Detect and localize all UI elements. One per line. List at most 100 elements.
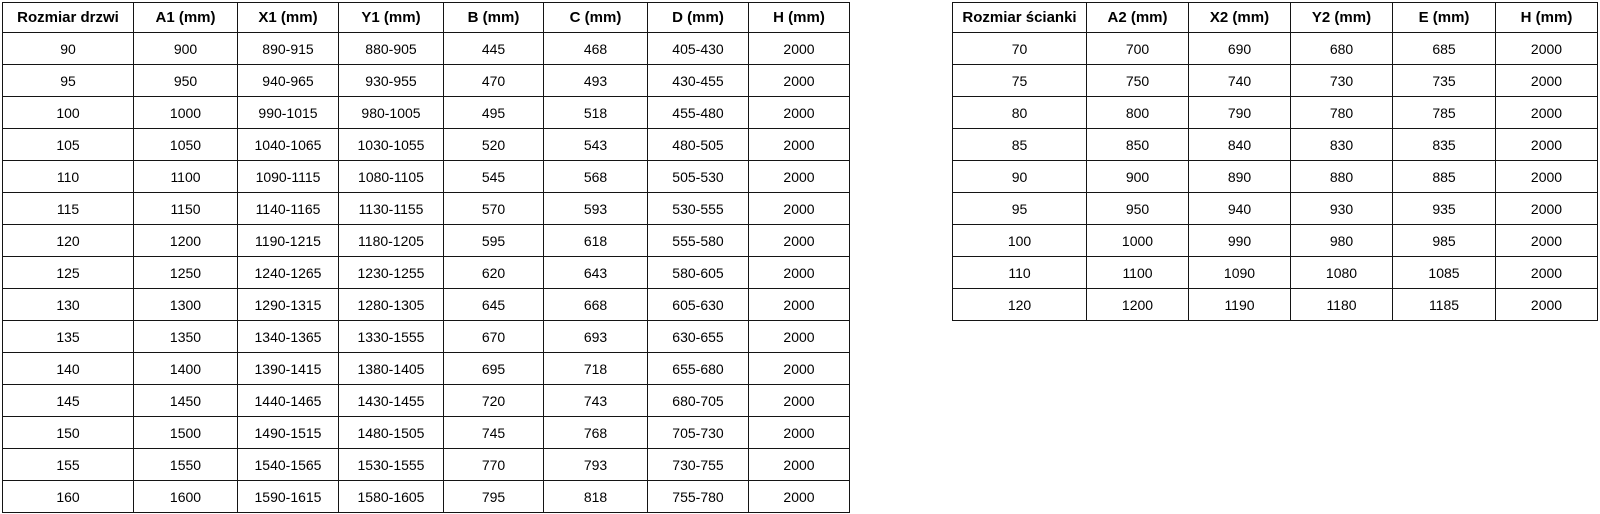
table-cell: 568 bbox=[543, 160, 648, 193]
table-cell: 1000 bbox=[133, 96, 238, 129]
table-cell: 580-605 bbox=[647, 256, 749, 289]
table-cell: 780 bbox=[1290, 96, 1393, 129]
table-cell: 100 bbox=[952, 224, 1087, 257]
table-cell: 1190-1215 bbox=[237, 224, 339, 257]
table-cell: 430-455 bbox=[647, 64, 749, 97]
table-cell: 595 bbox=[443, 224, 544, 257]
table-cell: 1030-1055 bbox=[338, 128, 444, 161]
table-row: 120 1200 1190-1215 1180-1205 595 618 555-580 20… bbox=[2, 224, 850, 257]
wall-table-header-a2: A2 (mm) bbox=[1086, 2, 1189, 33]
table-cell: 2000 bbox=[1495, 224, 1598, 257]
table-cell: 743 bbox=[543, 384, 648, 417]
table-cell: 2000 bbox=[1495, 64, 1598, 97]
table-cell: 720 bbox=[443, 384, 544, 417]
table-row: 95 950 940-965 930-955 470 493 430-455 2000 bbox=[2, 64, 850, 97]
table-cell: 110 bbox=[2, 160, 134, 193]
table-cell: 618 bbox=[543, 224, 648, 257]
table-cell: 1430-1455 bbox=[338, 384, 444, 417]
table-cell: 755-780 bbox=[647, 480, 749, 513]
table-cell: 980 bbox=[1290, 224, 1393, 257]
table-cell: 1130-1155 bbox=[338, 192, 444, 225]
table-cell: 130 bbox=[2, 288, 134, 321]
table-cell: 455-480 bbox=[647, 96, 749, 129]
table-cell: 950 bbox=[133, 64, 238, 97]
table-cell: 150 bbox=[2, 416, 134, 449]
door-table-header-row: Rozmiar drzwi A1 (mm) X1 (mm) Y1 (mm) B … bbox=[2, 2, 850, 33]
table-cell: 930-955 bbox=[338, 64, 444, 97]
table-cell: 2000 bbox=[1495, 96, 1598, 129]
table-cell: 1200 bbox=[133, 224, 238, 257]
table-cell: 445 bbox=[443, 32, 544, 65]
table-row: 115 1150 1140-1165 1130-1155 570 593 530-555 20… bbox=[2, 192, 850, 225]
table-cell: 770 bbox=[443, 448, 544, 481]
table-cell: 1580-1605 bbox=[338, 480, 444, 513]
table-cell: 980-1005 bbox=[338, 96, 444, 129]
table-cell: 1340-1365 bbox=[237, 320, 339, 353]
table-row: 110 1100 1090-1115 1080-1105 545 568 505-530 20… bbox=[2, 160, 850, 193]
table-cell: 885 bbox=[1392, 160, 1496, 193]
table-row: 140 1400 1390-1415 1380-1405 695 718 655-680 20… bbox=[2, 352, 850, 385]
table-row: 100 1000 990 980 985 2000 bbox=[952, 224, 1598, 257]
table-cell: 2000 bbox=[748, 320, 850, 353]
table-cell: 520 bbox=[443, 128, 544, 161]
table-cell: 1490-1515 bbox=[237, 416, 339, 449]
door-table-header-h: H (mm) bbox=[748, 2, 850, 33]
table-cell: 695 bbox=[443, 352, 544, 385]
table-row: 145 1450 1440-1465 1430-1455 720 743 680-705 20… bbox=[2, 384, 850, 417]
table-cell: 1240-1265 bbox=[237, 256, 339, 289]
table-cell: 818 bbox=[543, 480, 648, 513]
table-cell: 750 bbox=[1086, 64, 1189, 97]
table-cell: 1080-1105 bbox=[338, 160, 444, 193]
table-cell: 120 bbox=[952, 288, 1087, 321]
table-cell: 2000 bbox=[1495, 128, 1598, 161]
table-row: 125 1250 1240-1265 1230-1255 620 643 580-605 20… bbox=[2, 256, 850, 289]
table-cell: 935 bbox=[1392, 192, 1496, 225]
table-cell: 705-730 bbox=[647, 416, 749, 449]
table-cell: 135 bbox=[2, 320, 134, 353]
table-cell: 785 bbox=[1392, 96, 1496, 129]
table-row: 95 950 940 930 935 2000 bbox=[952, 192, 1598, 225]
table-cell: 2000 bbox=[748, 448, 850, 481]
table-cell: 880 bbox=[1290, 160, 1393, 193]
table-cell: 680 bbox=[1290, 32, 1393, 65]
table-cell: 795 bbox=[443, 480, 544, 513]
door-size-table: Rozmiar drzwi A1 (mm) X1 (mm) Y1 (mm) B … bbox=[2, 2, 850, 513]
table-cell: 670 bbox=[443, 320, 544, 353]
table-cell: 2000 bbox=[1495, 160, 1598, 193]
table-cell: 830 bbox=[1290, 128, 1393, 161]
table-cell: 1085 bbox=[1392, 256, 1496, 289]
wall-table-header-e: E (mm) bbox=[1392, 2, 1496, 33]
table-cell: 693 bbox=[543, 320, 648, 353]
table-cell: 145 bbox=[2, 384, 134, 417]
table-row: 80 800 790 780 785 2000 bbox=[952, 96, 1598, 129]
table-cell: 700 bbox=[1086, 32, 1189, 65]
table-cell: 405-430 bbox=[647, 32, 749, 65]
table-cell: 160 bbox=[2, 480, 134, 513]
table-cell: 155 bbox=[2, 448, 134, 481]
table-cell: 1140-1165 bbox=[237, 192, 339, 225]
table-cell: 2000 bbox=[748, 416, 850, 449]
table-cell: 1480-1505 bbox=[338, 416, 444, 449]
table-cell: 645 bbox=[443, 288, 544, 321]
table-cell: 90 bbox=[2, 32, 134, 65]
table-cell: 735 bbox=[1392, 64, 1496, 97]
table-cell: 2000 bbox=[748, 480, 850, 513]
table-cell: 900 bbox=[1086, 160, 1189, 193]
table-cell: 1090 bbox=[1188, 256, 1291, 289]
table-cell: 105 bbox=[2, 128, 134, 161]
table-cell: 95 bbox=[952, 192, 1087, 225]
table-cell: 630-655 bbox=[647, 320, 749, 353]
table-cell: 643 bbox=[543, 256, 648, 289]
table-row: 130 1300 1290-1315 1280-1305 645 668 605-630 20… bbox=[2, 288, 850, 321]
table-cell: 1350 bbox=[133, 320, 238, 353]
table-cell: 1050 bbox=[133, 128, 238, 161]
table-cell: 555-580 bbox=[647, 224, 749, 257]
wall-table-header-y2: Y2 (mm) bbox=[1290, 2, 1393, 33]
table-cell: 1590-1615 bbox=[237, 480, 339, 513]
table-cell: 655-680 bbox=[647, 352, 749, 385]
table-cell: 570 bbox=[443, 192, 544, 225]
table-cell: 2000 bbox=[748, 288, 850, 321]
table-cell: 115 bbox=[2, 192, 134, 225]
table-cell: 900 bbox=[133, 32, 238, 65]
